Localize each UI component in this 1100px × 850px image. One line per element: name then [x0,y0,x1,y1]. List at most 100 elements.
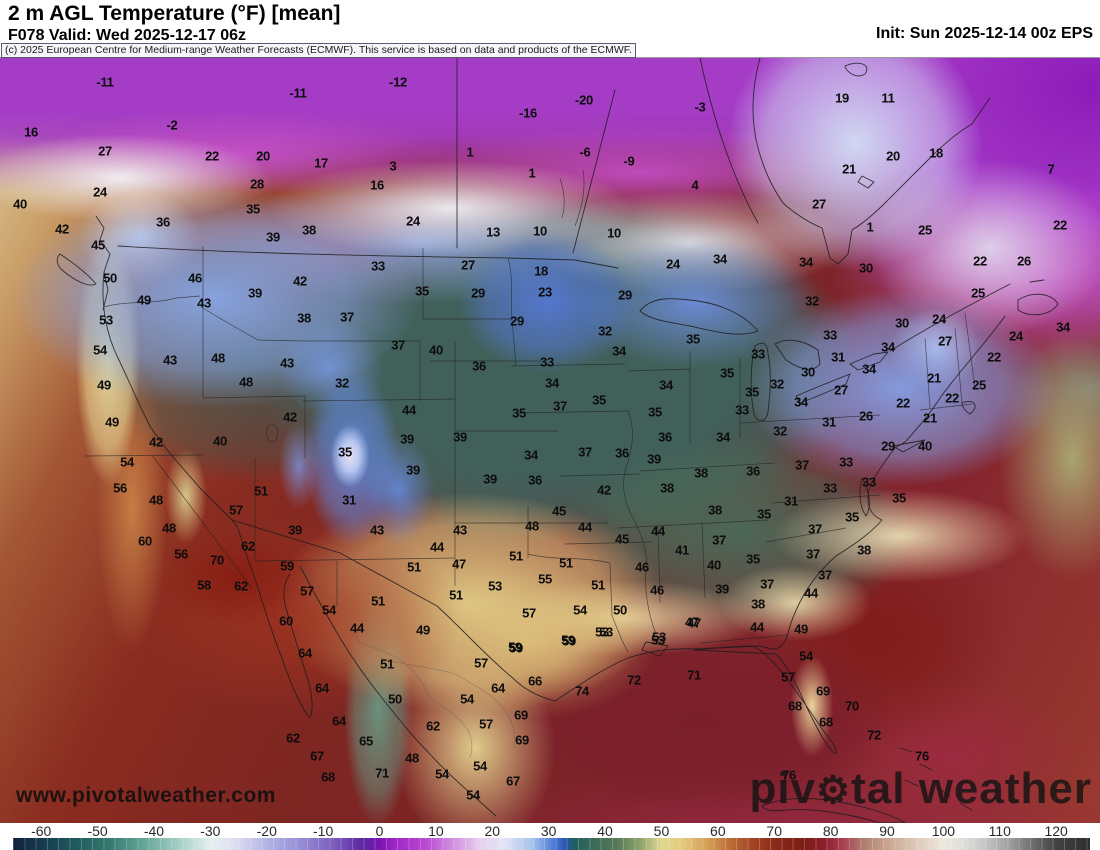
temp-value: 53 [595,624,609,640]
temp-value: -20 [575,92,593,108]
temp-value: 54 [322,602,336,618]
temp-value: 37 [795,457,809,473]
temp-value: 45 [615,531,629,547]
temp-value: 42 [597,482,611,498]
temp-value: 21 [927,370,941,386]
temp-value: 35 [648,404,662,420]
temp-value: 37 [578,444,592,460]
temp-value: 32 [335,375,349,391]
temp-value: 64 [491,680,505,696]
colorbar-tick: 0 [375,823,384,839]
temp-value: 39 [453,429,467,445]
colorbar-tick: -50 [87,823,108,839]
temp-value: 34 [881,339,895,355]
temp-value: 72 [627,672,641,688]
temp-value: 47 [685,614,699,630]
page-title: 2 m AGL Temperature (°F) [mean] [8,2,341,25]
temp-value: 57 [522,605,536,621]
temp-value: 27 [834,382,848,398]
temp-value: 39 [266,229,280,245]
temp-value: 30 [859,260,873,276]
temp-value: 1 [466,144,474,160]
temp-value: 57 [300,583,314,599]
temp-value: 26 [859,408,873,424]
temp-value: 35 [338,444,352,460]
colorbar-tick: 70 [766,823,783,839]
temp-value: 34 [713,251,727,267]
temp-value: 37 [806,546,820,562]
temp-value: 57 [479,716,493,732]
temp-value: 55 [538,571,552,587]
temp-value: 27 [461,257,475,273]
temp-value: 69 [515,732,529,748]
temp-value: -16 [519,105,537,121]
temp-value: 53 [488,578,502,594]
temp-value: 49 [794,621,808,637]
header: 2 m AGL Temperature (°F) [mean] F078 Val… [0,0,1100,58]
temp-value: 49 [416,622,430,638]
temp-value: 7 [1047,161,1055,177]
temp-value: 57 [781,669,795,685]
temp-value: 40 [213,433,227,449]
temp-value: 53 [99,312,113,328]
colorbar-tick: 60 [710,823,726,839]
temp-value: 42 [149,434,163,450]
colorbar: -60 -50 -40 -30 -20 -10 0 10 20 30 40 50 60 70 80 90 100… [0,823,1100,850]
temp-value: 56 [113,480,127,496]
temp-value: 22 [896,395,910,411]
temp-value: 70 [845,698,859,714]
temp-value: 38 [660,480,674,496]
temp-value: 38 [708,502,722,518]
temp-value: 10 [607,225,621,241]
temp-value: 35 [720,365,734,381]
temp-value: 34 [1056,319,1070,335]
colorbar-tick: -40 [143,823,165,839]
temp-value: 13 [486,224,500,240]
temp-value: 62 [241,538,255,554]
temp-value: 51 [509,548,523,564]
colorbar-tick: 30 [540,823,557,839]
temp-value: 43 [453,522,467,538]
colorbar-tick: 120 [1044,823,1068,839]
temp-value: 44 [430,539,444,555]
temp-value: 53 [651,632,665,648]
temp-value: 22 [945,390,959,406]
temp-value: 32 [805,293,819,309]
temp-value: 32 [770,376,784,392]
temp-value: 34 [862,361,876,377]
colorbar-gradient [13,838,1090,850]
temp-value: 67 [506,773,520,789]
temp-value: 35 [745,384,759,400]
temp-value: 24 [93,184,107,200]
colorbar-segments [13,838,1090,850]
temp-value: 42 [55,221,69,237]
temp-value: 27 [98,143,112,159]
temp-value: 36 [156,214,170,230]
temp-value: 29 [618,287,632,303]
temp-value: 33 [735,402,749,418]
colorbar-tick: 90 [879,823,895,839]
temp-value: 35 [746,551,760,567]
temp-value: 59 [562,633,576,649]
temp-value: 66 [528,673,542,689]
temp-value: 49 [97,377,111,393]
watermark-url: www.pivotalweather.com [16,784,276,807]
temp-value: 53 [599,624,613,640]
temp-value: 33 [862,474,876,490]
temp-value: 48 [239,374,253,390]
temp-value: 20 [256,148,270,164]
temp-value: 57 [474,655,488,671]
colorbar-tick: -10 [313,823,334,839]
temp-value: 37 [553,398,567,414]
temp-value: 36 [472,358,486,374]
temp-value: 74 [575,683,589,699]
temp-value: 25 [972,377,986,393]
temp-value: 34 [524,447,538,463]
temp-value: 48 [149,492,163,508]
temp-value: 64 [332,713,346,729]
temp-value: -9 [623,153,635,169]
temp-value: 18 [929,145,943,161]
temp-value: 32 [598,323,612,339]
watermark-logo: piv⚙tal weather [749,764,1092,814]
colorbar-tick: 100 [931,823,956,839]
